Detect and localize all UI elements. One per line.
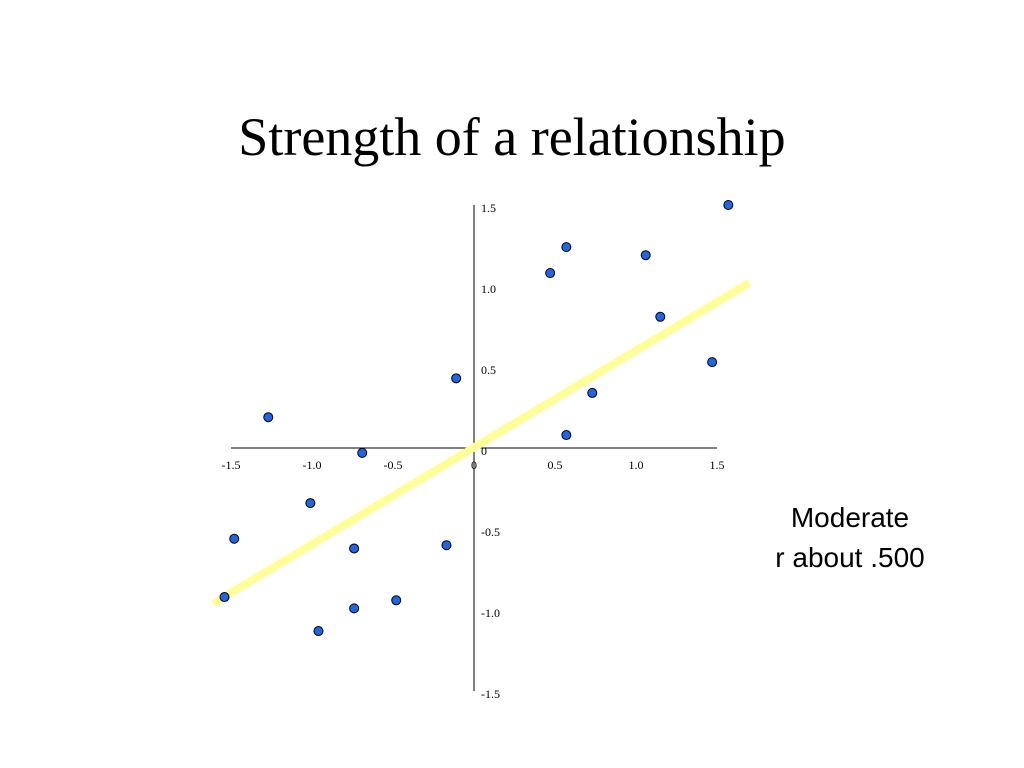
point bbox=[357, 447, 368, 458]
point bbox=[640, 250, 651, 261]
y-tick-label: 0 bbox=[481, 444, 487, 458]
trend-line bbox=[211, 279, 752, 607]
x-tick-label: 0.5 bbox=[548, 458, 563, 472]
annotation: Moderate bbox=[791, 502, 909, 533]
x-tick-label: 1.0 bbox=[629, 458, 644, 472]
point bbox=[707, 357, 718, 368]
x-tick-label: -0.5 bbox=[384, 458, 403, 472]
point bbox=[561, 242, 572, 253]
point bbox=[263, 412, 274, 423]
y-tick-label: -1.0 bbox=[481, 606, 500, 620]
point bbox=[349, 543, 360, 554]
point bbox=[229, 533, 240, 544]
x-tick-label: 0 bbox=[471, 458, 477, 472]
y-tick-label: -0.5 bbox=[481, 525, 500, 539]
point bbox=[723, 200, 734, 210]
chart-title: Strength of a relationship bbox=[238, 107, 785, 167]
point bbox=[441, 540, 452, 551]
y-tick-label: 0.5 bbox=[481, 363, 496, 377]
point bbox=[313, 626, 324, 637]
y-tick-label: 1.5 bbox=[481, 201, 496, 215]
point bbox=[451, 373, 462, 384]
point bbox=[349, 603, 360, 614]
x-tick-label: -1.5 bbox=[222, 458, 241, 472]
point bbox=[587, 387, 598, 398]
point bbox=[545, 268, 556, 279]
x-tick-label: 1.5 bbox=[710, 458, 725, 472]
point bbox=[391, 595, 402, 606]
annotation: r about .500 bbox=[775, 542, 924, 573]
point bbox=[305, 498, 316, 509]
point bbox=[655, 311, 666, 322]
x-tick-label: -1.0 bbox=[303, 458, 322, 472]
y-tick-label: 1.0 bbox=[481, 282, 496, 296]
y-tick-label: -1.5 bbox=[481, 687, 500, 701]
point bbox=[561, 430, 572, 441]
point bbox=[219, 592, 230, 603]
